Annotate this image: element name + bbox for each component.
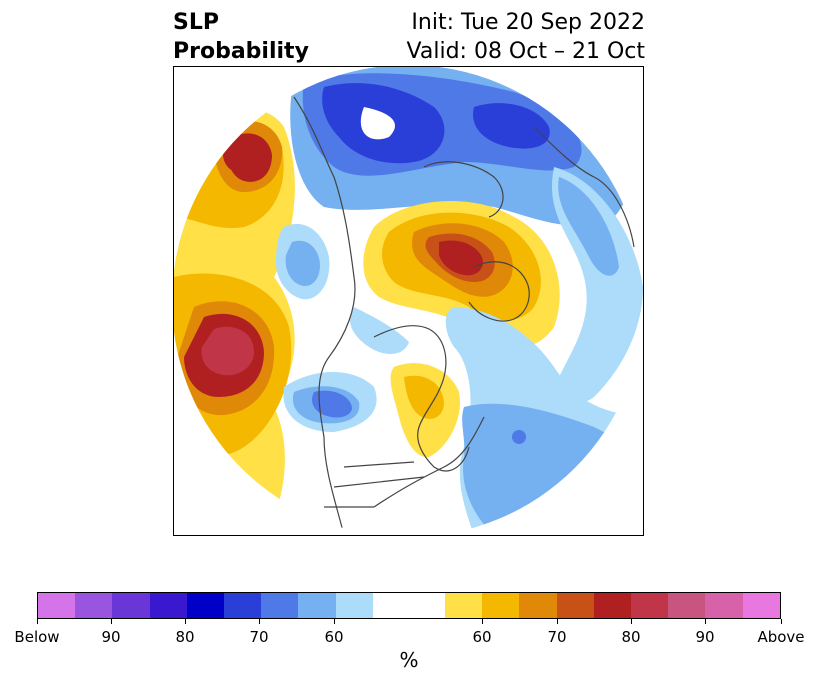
colorbar-tickmark xyxy=(705,619,706,624)
colorbar-tick-label: 60 xyxy=(324,628,344,646)
title-variable: SLP Probability xyxy=(173,8,309,66)
colorbar-tickmark xyxy=(259,619,260,624)
shaded-field xyxy=(174,67,643,535)
colorbar-segment xyxy=(705,593,743,618)
colorbar-segment xyxy=(519,593,557,618)
valid-period: Valid: 08 Oct – 21 Oct xyxy=(406,39,645,64)
colorbar-tickmark xyxy=(781,619,782,624)
colorbar-segment xyxy=(482,593,520,618)
colorbar-segment xyxy=(556,593,594,618)
colorbar-segment xyxy=(186,593,224,618)
colorbar-segment xyxy=(38,593,76,618)
title-dates: Init: Tue 20 Sep 2022 Valid: 08 Oct – 21… xyxy=(407,8,645,66)
map-panel xyxy=(173,66,644,536)
colorbar-segment xyxy=(75,593,113,618)
colorbar-segment xyxy=(372,593,446,618)
colorbar-segment xyxy=(742,593,780,618)
colorbar-tickmark xyxy=(557,619,558,624)
colorbar-tickmark xyxy=(185,619,186,624)
colorbar xyxy=(37,592,781,619)
colorbar-tickmark xyxy=(631,619,632,624)
init-date: Init: Tue 20 Sep 2022 xyxy=(411,10,645,35)
colorbar-tick-label: Above xyxy=(757,628,805,646)
colorbar-tickmark xyxy=(334,619,335,624)
colorbar-tick-label: 70 xyxy=(547,628,567,646)
colorbar-segment xyxy=(335,593,373,618)
colorbar-tick-label: 90 xyxy=(101,628,121,646)
colorbar-segment xyxy=(668,593,706,618)
colorbar-tick-label: 80 xyxy=(175,628,195,646)
colorbar-tick-label: 70 xyxy=(249,628,269,646)
colorbar-segment xyxy=(298,593,336,618)
colorbar-tick-label: 80 xyxy=(621,628,641,646)
colorbar-segment xyxy=(631,593,669,618)
probability-map xyxy=(174,67,643,535)
colorbar-tick-label: 60 xyxy=(472,628,492,646)
title-variable-line2: Probability xyxy=(173,39,309,64)
colorbar-segment xyxy=(593,593,632,618)
colorbar-segment xyxy=(112,593,150,618)
colorbar-segment xyxy=(223,593,262,618)
colorbar-segment xyxy=(149,593,187,618)
colorbar-unit: % xyxy=(399,648,419,672)
colorbar-tickmark xyxy=(482,619,483,624)
title-variable-line1: SLP xyxy=(173,10,219,35)
colorbar-segment xyxy=(445,593,483,618)
colorbar-segment xyxy=(261,593,299,618)
colorbar-tickmark xyxy=(111,619,112,624)
coastlines xyxy=(293,96,635,535)
colorbar-tickmark xyxy=(37,619,38,624)
colorbar-tick-label: 90 xyxy=(695,628,715,646)
colorbar-tick-label: Below xyxy=(14,628,60,646)
